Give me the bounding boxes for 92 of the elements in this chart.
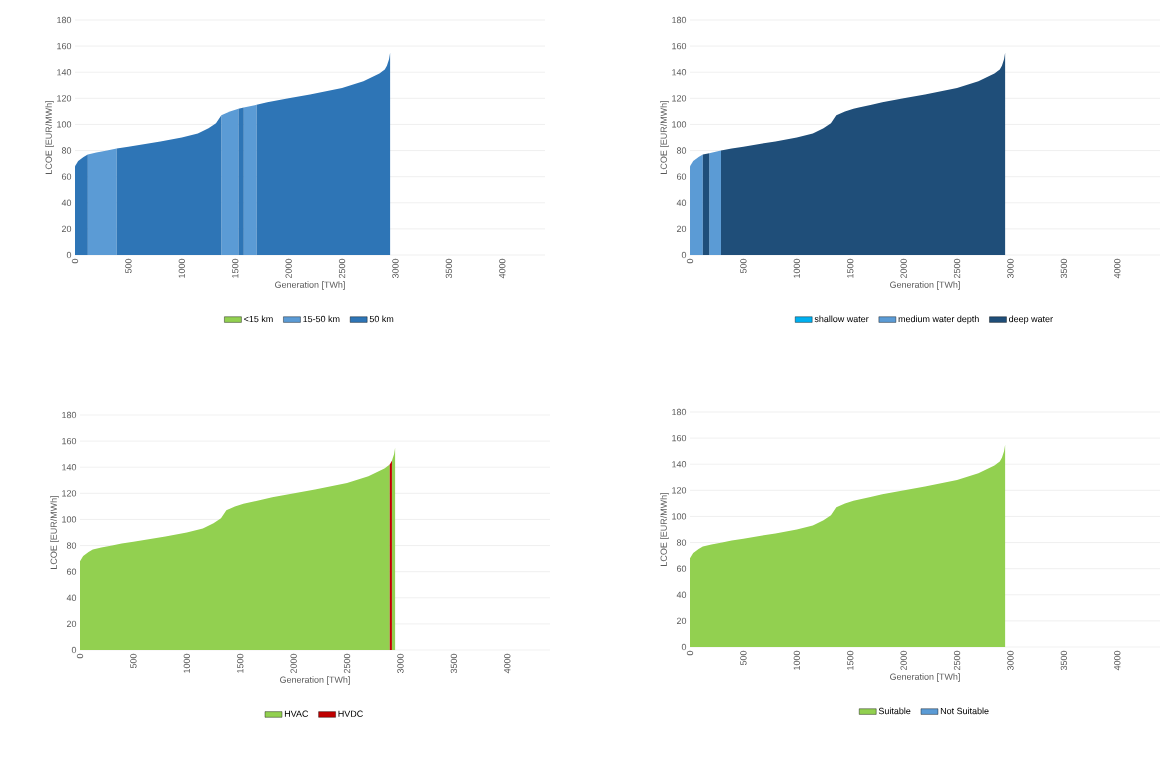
x-axis-title: Generation [TWh] bbox=[275, 281, 345, 290]
x-tick-label: 2500 bbox=[953, 650, 961, 671]
y-tick-label: 20 bbox=[61, 225, 72, 233]
x-tick-label: 1000 bbox=[178, 258, 185, 278]
x-tick-label: 1500 bbox=[237, 653, 244, 673]
y-tick-label: 140 bbox=[57, 69, 72, 76]
y-tick-label: 140 bbox=[62, 464, 77, 471]
y-tick-label: 160 bbox=[57, 42, 72, 50]
y-tick-label: 40 bbox=[66, 594, 77, 601]
y-tick-label: 100 bbox=[62, 516, 77, 523]
y-axis-title: LCOE [EUR/MWh] bbox=[45, 101, 54, 174]
x-tick-label: 500 bbox=[740, 650, 747, 666]
y-tick-label: 80 bbox=[61, 147, 72, 154]
y-tick-label: 40 bbox=[676, 199, 687, 206]
x-tick-label: 0 bbox=[686, 258, 694, 264]
y-tick-label: 40 bbox=[61, 199, 72, 206]
y-tick-label: 180 bbox=[672, 408, 687, 416]
x-tick-label: 4000 bbox=[1114, 650, 1121, 671]
y-tick-label: 160 bbox=[62, 437, 77, 445]
x-tick-label: 3500 bbox=[450, 653, 458, 674]
y-tick-label: 80 bbox=[66, 542, 77, 549]
y-axis-title: LCOE [EUR/MWh] bbox=[660, 493, 669, 566]
y-tick-label: 120 bbox=[672, 95, 687, 102]
y-tick-label: 60 bbox=[676, 565, 687, 572]
y-tick-label: 120 bbox=[62, 490, 77, 497]
legend-label: shallow water bbox=[814, 315, 869, 323]
y-tick-label: 80 bbox=[676, 539, 687, 546]
x-tick-label: 3500 bbox=[445, 258, 453, 279]
y-tick-label: 160 bbox=[672, 42, 687, 50]
x-axis-title: Generation [TWh] bbox=[890, 673, 960, 682]
y-tick-label: 0 bbox=[681, 251, 687, 259]
y-tick-label: 100 bbox=[57, 121, 72, 128]
y-tick-label: 140 bbox=[672, 69, 687, 76]
y-tick-label: 160 bbox=[672, 434, 687, 442]
y-tick-label: 60 bbox=[61, 173, 72, 180]
y-tick-label: 60 bbox=[66, 568, 77, 575]
x-axis-title: Generation [TWh] bbox=[890, 281, 960, 290]
y-tick-label: 20 bbox=[66, 620, 77, 628]
legend-label: medium water depth bbox=[898, 315, 979, 324]
x-tick-label: 3000 bbox=[1007, 258, 1014, 279]
x-tick-label: 1000 bbox=[793, 258, 801, 278]
legend-label: HVDC bbox=[338, 710, 363, 717]
x-tick-label: 500 bbox=[130, 653, 137, 669]
x-tick-label: 4000 bbox=[499, 258, 506, 279]
y-tick-label: 60 bbox=[676, 173, 687, 180]
x-tick-label: 3500 bbox=[1060, 258, 1068, 279]
legend-label: 15-50 km bbox=[303, 315, 340, 323]
y-axis-title: LCOE [EUR/MWh] bbox=[660, 101, 669, 174]
y-tick-label: 120 bbox=[57, 95, 72, 102]
y-tick-label: 100 bbox=[672, 513, 687, 520]
y-tick-label: 40 bbox=[676, 591, 687, 598]
x-tick-label: 4000 bbox=[1114, 258, 1121, 279]
y-tick-label: 0 bbox=[681, 643, 687, 651]
x-tick-label: 2500 bbox=[338, 258, 346, 279]
x-tick-label: 1000 bbox=[183, 653, 190, 673]
y-tick-label: 120 bbox=[672, 487, 687, 494]
x-tick-label: 500 bbox=[125, 258, 132, 274]
legend-label: Suitable bbox=[878, 707, 911, 715]
y-tick-label: 20 bbox=[676, 617, 687, 625]
y-tick-label: 180 bbox=[672, 16, 687, 24]
y-axis-title: LCOE [EUR/MWh] bbox=[50, 496, 59, 569]
x-tick-label: 1500 bbox=[847, 258, 854, 278]
x-tick-label: 0 bbox=[76, 653, 84, 659]
x-tick-label: 0 bbox=[686, 650, 694, 656]
legend-label: HVAC bbox=[284, 710, 309, 717]
x-tick-label: 1500 bbox=[847, 650, 854, 670]
x-tick-label: 1000 bbox=[793, 650, 801, 670]
y-tick-label: 0 bbox=[66, 251, 72, 259]
x-tick-label: 3000 bbox=[397, 653, 404, 674]
y-tick-label: 80 bbox=[676, 147, 687, 154]
y-tick-label: 20 bbox=[676, 225, 687, 233]
x-tick-label: 500 bbox=[740, 258, 747, 274]
y-tick-label: 140 bbox=[672, 461, 687, 468]
x-tick-label: 2500 bbox=[953, 258, 961, 279]
y-tick-label: 180 bbox=[62, 411, 77, 419]
x-tick-label: 1500 bbox=[232, 258, 239, 278]
x-tick-label: 2500 bbox=[343, 653, 351, 674]
legend-label: deep water bbox=[1009, 315, 1053, 324]
x-tick-label: 3000 bbox=[1007, 650, 1014, 671]
legend-label: 50 km bbox=[369, 315, 394, 323]
x-tick-label: 2000 bbox=[900, 258, 907, 279]
x-tick-label: 4000 bbox=[504, 653, 511, 674]
legend-label: Not Suitable bbox=[940, 707, 989, 715]
x-tick-label: 2000 bbox=[285, 258, 292, 279]
y-tick-label: 100 bbox=[672, 121, 687, 128]
y-tick-label: 180 bbox=[57, 16, 72, 24]
x-axis-title: Generation [TWh] bbox=[280, 676, 350, 685]
legend-label: <15 km bbox=[244, 315, 273, 323]
x-tick-label: 3500 bbox=[1060, 650, 1068, 671]
x-tick-label: 3000 bbox=[392, 258, 399, 279]
x-tick-label: 2000 bbox=[290, 653, 297, 674]
x-tick-label: 2000 bbox=[900, 650, 907, 671]
